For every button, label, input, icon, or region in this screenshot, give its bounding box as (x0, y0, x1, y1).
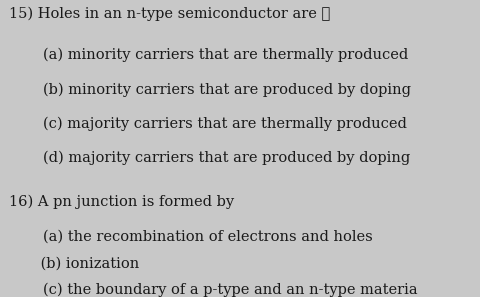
Text: (a) minority carriers that are thermally produced: (a) minority carriers that are thermally… (43, 48, 408, 62)
Text: 15) Holes in an n-type semiconductor are 、: 15) Holes in an n-type semiconductor are… (9, 7, 329, 21)
Text: (a) the recombination of electrons and holes: (a) the recombination of electrons and h… (43, 230, 372, 244)
Text: (c) the boundary of a p-type and an n-type materia: (c) the boundary of a p-type and an n-ty… (43, 283, 417, 297)
Text: (d) majority carriers that are produced by doping: (d) majority carriers that are produced … (43, 151, 410, 165)
Text: 16) A pn junction is formed by: 16) A pn junction is formed by (9, 195, 233, 209)
Text: (b) minority carriers that are produced by doping: (b) minority carriers that are produced … (43, 82, 410, 97)
Text: (b) ionization: (b) ionization (36, 256, 139, 270)
Text: (c) majority carriers that are thermally produced: (c) majority carriers that are thermally… (43, 116, 406, 131)
